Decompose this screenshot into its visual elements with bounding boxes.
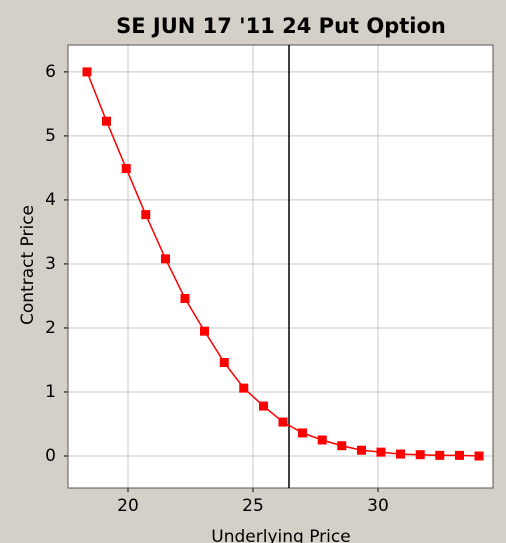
x-tick-label: 30 xyxy=(367,496,389,516)
y-tick-label: 3 xyxy=(45,254,56,274)
point xyxy=(239,383,249,393)
point xyxy=(200,326,209,336)
y-tick-label: 2 xyxy=(45,318,56,338)
point xyxy=(161,254,170,264)
point xyxy=(435,450,445,460)
point xyxy=(278,417,288,427)
x-tick-label: 20 xyxy=(117,496,139,516)
point xyxy=(415,450,425,460)
point xyxy=(474,451,484,461)
point xyxy=(141,210,151,220)
point xyxy=(259,401,268,411)
chart-title: SE JUN 17 '11 24 Put Option xyxy=(116,14,446,38)
point xyxy=(121,164,131,174)
point xyxy=(219,358,229,368)
point xyxy=(317,435,327,445)
point xyxy=(396,449,405,459)
plot-border xyxy=(67,44,494,489)
y-axis-label: Contract Price xyxy=(18,205,38,325)
y-tick-label: 4 xyxy=(45,190,56,210)
point xyxy=(376,447,386,457)
x-axis-label: Underlying Price xyxy=(211,527,350,543)
point xyxy=(180,294,190,304)
y-tick-label: 5 xyxy=(45,126,56,146)
point xyxy=(298,428,307,438)
y-tick-label: 1 xyxy=(45,382,56,402)
plot-area xyxy=(68,45,493,488)
point xyxy=(337,441,347,451)
point xyxy=(455,450,464,460)
point xyxy=(82,67,92,77)
x-tick-label: 25 xyxy=(242,496,264,516)
y-tick-label: 6 xyxy=(45,62,56,82)
y-tick-label: 0 xyxy=(45,446,56,466)
point xyxy=(357,445,366,455)
point xyxy=(102,116,111,126)
